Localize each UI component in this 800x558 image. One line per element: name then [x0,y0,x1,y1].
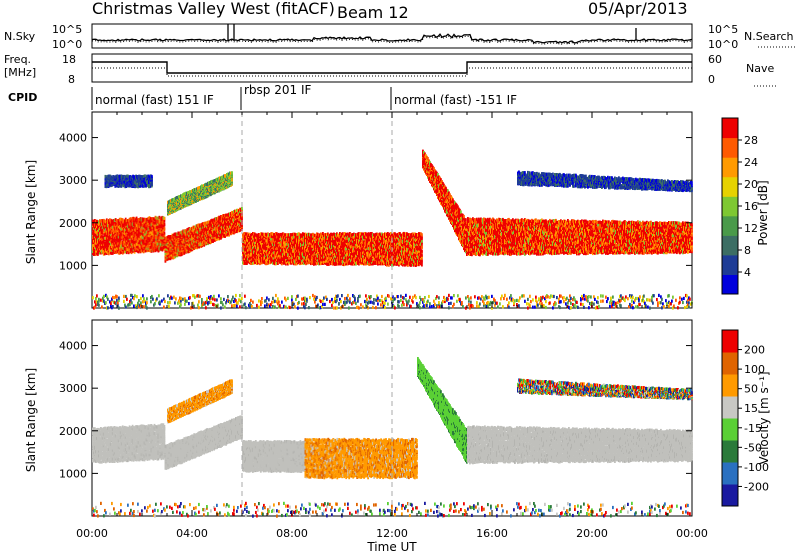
noise-left-tick-bottom: 10^0 [52,38,82,51]
noise-panel: N.Sky N.Search 10^5 10^0 10^5 10^0 [4,23,795,51]
scatter-cell-band-1 [241,207,243,210]
cpid-segment-1: normal (fast) 151 IF [95,93,214,107]
noise-left-tick-top: 10^5 [52,23,82,36]
scatter-cell-band-0 [164,217,166,220]
cpid-segment-2: rbsp 201 IF [244,83,311,97]
noise-right-tick-bottom: 10^0 [708,38,738,51]
scatter-cell-band-2 [231,171,233,174]
scatter-cell-band-3 [151,175,153,178]
scatter-cell-band-0 [164,223,166,226]
noise-sky-trace [92,34,692,43]
date-title: 05/Apr/2013 [588,0,688,18]
freq-right-label: Nave [746,62,774,75]
noise-panel-frame [92,24,692,48]
cpid-segment-3: normal (fast) -151 IF [394,93,517,107]
freq-left-label-2: [MHz] [4,66,36,79]
cpid-label: CPID [8,91,37,104]
nave-trace [92,68,692,76]
scatter-cell-band-0 [164,227,166,230]
noise-right-tick-top: 10^5 [708,23,738,36]
freq-right-tick-bottom: 0 [708,73,715,86]
freq-left-tick-top: 18 [62,53,76,66]
freq-right-tick-top: 60 [708,53,722,66]
scatter-cell-band-0 [164,231,166,234]
beam-title: Beam 12 [337,3,409,22]
freq-left-tick-bottom: 8 [68,73,75,86]
noise-right-label: N.Search [744,30,794,43]
cpid-bar: CPID normal (fast) 151 IF rbsp 201 IF no… [8,83,517,110]
station-title: Christmas Valley West (fitACF) [92,0,335,18]
noise-left-label: N.Sky [4,30,36,43]
freq-left-label-1: Freq. [4,53,31,66]
scatter-cell-band-3 [144,174,146,177]
freq-panel: Freq. [MHz] Nave 18 8 60 0 [4,53,776,86]
